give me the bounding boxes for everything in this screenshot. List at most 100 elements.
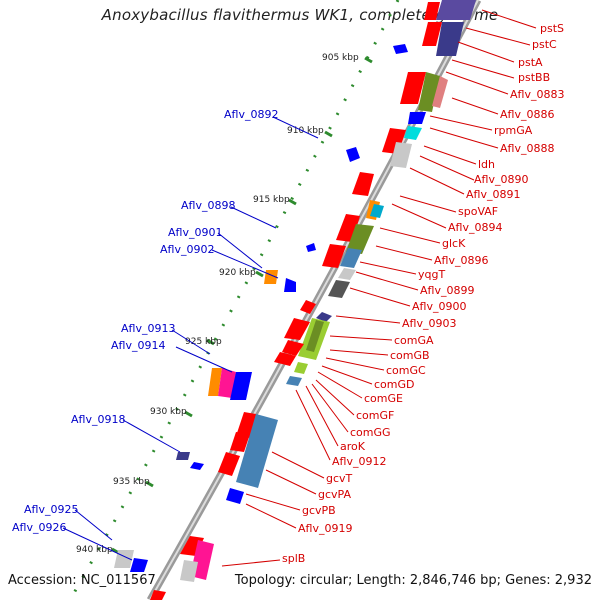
gene-label: Aflv_0919 (298, 522, 352, 535)
leader-line (230, 206, 277, 229)
gene-forward (300, 300, 316, 314)
leader-line (423, 145, 477, 165)
gene-label: Aflv_0890 (474, 173, 528, 186)
leader-line (391, 203, 447, 229)
gene-label: pstBB (518, 71, 550, 84)
gene-label: Aflv_0896 (434, 254, 488, 267)
gene-forward (226, 488, 244, 504)
gene-label: gcvPA (318, 488, 351, 501)
gene-forward (306, 320, 324, 352)
gene-reverse (230, 372, 252, 400)
leader-line (359, 261, 417, 275)
gene-forward (352, 172, 374, 196)
right-gene-labels: pstS pstC pstA pstBB Aflv_0883 Aflv_0886… (282, 22, 564, 565)
gene-forward (274, 352, 296, 366)
leader-line (62, 527, 133, 561)
leader-line (325, 357, 385, 371)
tick-label-925: 925 kbp (185, 337, 222, 347)
forward-strand-genes (150, 0, 476, 600)
left-leader-lines (62, 116, 319, 561)
gene-label: Aflv_0883 (510, 88, 564, 101)
gene-forward (284, 318, 310, 340)
gene-reverse (190, 462, 204, 470)
gene-label: Aflv_0912 (332, 455, 386, 468)
leader-line (445, 71, 509, 95)
tick-label-940: 940 kbp (76, 545, 113, 555)
gene-forward (422, 22, 442, 46)
topology-text: Topology: circular; Length: 2,846,746 bp… (234, 573, 592, 588)
leader-line (321, 365, 373, 385)
leader-line (271, 451, 325, 479)
leader-line (171, 329, 211, 355)
gene-forward (236, 414, 278, 488)
leader-line (419, 155, 475, 181)
gene-label: rpmGA (494, 124, 533, 137)
gene-forward (418, 72, 440, 112)
map-title: Anoxybacillus flavithermus WK1, complete… (101, 6, 499, 24)
leader-line (311, 383, 349, 433)
leader-line (329, 335, 393, 341)
gene-forward (432, 76, 448, 108)
gene-forward (180, 560, 198, 582)
leader-line (265, 469, 317, 495)
gene-forward (294, 362, 308, 374)
leader-line (221, 559, 281, 567)
tick-label-935: 935 kbp (113, 477, 150, 487)
gene-label: comGD (374, 378, 415, 391)
tick-920 (255, 270, 264, 278)
gene-label: glcK (442, 237, 466, 250)
gene-label: Aflv_0913 (121, 322, 175, 335)
leader-line (211, 249, 279, 279)
gene-forward (346, 224, 374, 254)
tick-925 (206, 338, 215, 346)
leader-line (245, 503, 297, 529)
tick-935 (145, 480, 154, 488)
gene-reverse (393, 44, 408, 54)
leader-line (317, 371, 363, 399)
leader-line (375, 245, 433, 261)
leader-line (335, 315, 401, 324)
leader-line (457, 41, 515, 63)
tick-930 (184, 410, 193, 418)
gene-forward (150, 590, 166, 600)
leader-line (175, 346, 233, 373)
gene-label: Aflv_0918 (71, 413, 125, 426)
gene-label: spoVAF (458, 205, 498, 218)
tick-marks (111, 56, 373, 555)
gene-forward (408, 112, 426, 124)
gene-label: Aflv_0914 (111, 339, 165, 352)
gene-forward (424, 2, 440, 20)
gene-label: pstS (540, 22, 564, 35)
gene-label: Aflv_0888 (500, 142, 554, 155)
gene-label: Aflv_0899 (420, 284, 474, 297)
gene-reverse (218, 368, 236, 398)
gene-forward (230, 432, 250, 452)
gene-label: aroK (340, 440, 366, 453)
gene-label: Aflv_0894 (448, 221, 502, 234)
leader-line (74, 509, 113, 541)
gene-forward (218, 452, 240, 476)
gene-forward (322, 244, 346, 268)
gene-reverse (208, 368, 222, 396)
gene-label: comGF (356, 409, 394, 422)
leader-line (451, 59, 515, 79)
gene-label: Aflv_0886 (500, 108, 554, 121)
leader-line (451, 97, 499, 115)
gene-reverse (176, 452, 190, 460)
leader-line (429, 127, 499, 149)
gene-label: pstC (532, 38, 557, 51)
tick-label-930: 930 kbp (150, 407, 187, 417)
gene-reverse (346, 147, 360, 162)
leader-line (349, 287, 411, 307)
gene-reverse (130, 558, 148, 572)
gene-label: comGC (386, 364, 426, 377)
gene-label: Aflv_0925 (24, 503, 78, 516)
gene-label: gcvT (326, 472, 353, 485)
gene-label: comGB (390, 349, 430, 362)
gene-forward (340, 248, 362, 268)
tick-label-920: 920 kbp (219, 268, 256, 278)
gene-label: Aflv_0903 (402, 317, 456, 330)
gene-label: Aflv_0891 (466, 188, 520, 201)
gene-forward (286, 376, 302, 386)
